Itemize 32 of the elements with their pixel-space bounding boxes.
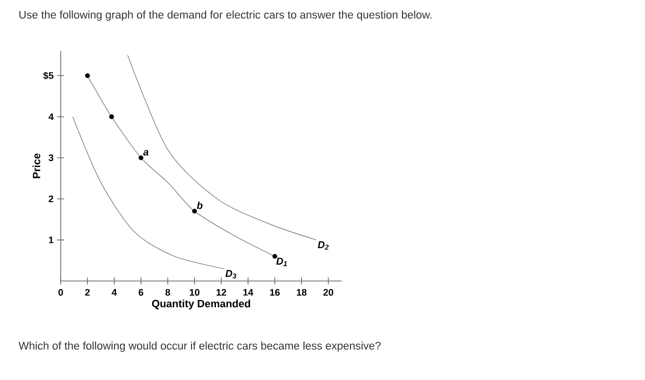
x-tick-label: 8: [165, 289, 170, 296]
series-label: D$_{2}$: [318, 241, 329, 250]
x-tick-label: 14: [243, 289, 254, 296]
y-tick-label: 4: [48, 113, 54, 120]
y-tick-label: 1: [48, 236, 54, 244]
annotation: a: [143, 150, 148, 156]
x-axis-title: Quantity Demanded: [152, 300, 250, 310]
x-tick-label: 10: [190, 289, 200, 296]
x-tick-label: 18: [296, 289, 307, 296]
series-label: D$_{3}$: [225, 270, 236, 278]
x-tick-label: 6: [138, 289, 144, 296]
y-tick-label: 3: [48, 154, 54, 162]
x-tick-label: 4: [112, 289, 117, 296]
text: Which of the following would occur if electric cars became less expensive?: [18, 342, 381, 352]
line-series: [72, 116, 224, 270]
series-label: D$_{1}$: [276, 258, 287, 266]
point: [192, 208, 197, 214]
y-tick-label: $5: [43, 72, 54, 80]
x-tick-label: 12: [216, 289, 226, 296]
x-tick-label: 2: [85, 289, 90, 296]
point: [138, 155, 144, 160]
point: [85, 73, 90, 78]
point: [272, 254, 278, 259]
point: [109, 114, 114, 120]
annotation: b: [196, 202, 203, 209]
line-series: [127, 54, 317, 240]
x-tick-label: 20: [323, 289, 334, 296]
y-axis-title: Price: [32, 154, 40, 178]
x-tick-label: 16: [270, 289, 280, 296]
y-tick-label: 2: [48, 196, 54, 202]
chart-title: Use the following graph of the demand for electric cars to answer the question below.: [19, 10, 432, 21]
x-tick-label: 0: [58, 289, 63, 296]
